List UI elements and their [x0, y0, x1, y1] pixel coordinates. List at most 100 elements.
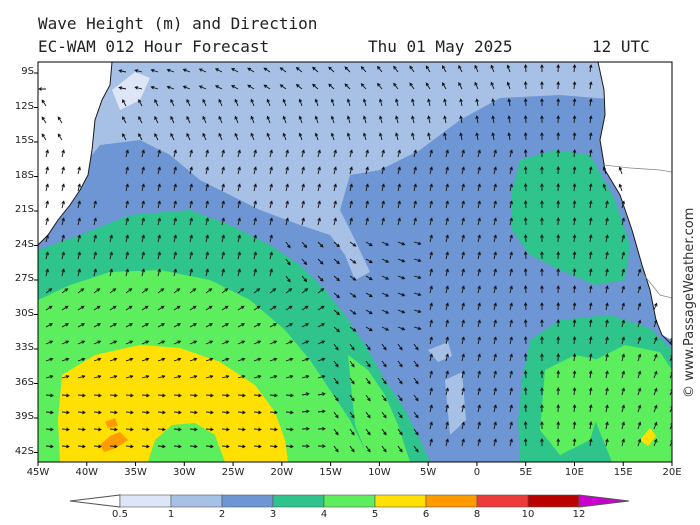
- wave-arrow: [621, 200, 625, 209]
- wave-arrow: [556, 234, 561, 243]
- wave-arrow: [540, 200, 544, 209]
- wave-arrow: [285, 410, 294, 415]
- wave-arrow: [346, 98, 351, 107]
- wave-arrow: [285, 166, 289, 175]
- wave-arrow: [493, 404, 497, 413]
- wave-arrow: [445, 319, 449, 328]
- legend-label: 4: [320, 509, 328, 520]
- wave-arrow: [378, 98, 383, 107]
- wave-arrow: [189, 268, 193, 277]
- wave-arrow: [330, 132, 335, 141]
- wave-arrow: [365, 258, 373, 264]
- wave-arrow: [269, 444, 278, 449]
- wave-arrow: [509, 370, 513, 379]
- wave-arrow: [605, 302, 609, 311]
- wave-arrow: [572, 149, 577, 158]
- wave-arrow: [141, 217, 145, 226]
- wave-arrow: [333, 394, 339, 402]
- wave-arrow: [189, 183, 193, 192]
- wave-arrow: [237, 427, 246, 432]
- wave-arrow: [301, 288, 309, 294]
- wave-arrow: [381, 411, 387, 419]
- wave-arrow: [413, 360, 419, 368]
- wave-arrow: [602, 183, 607, 192]
- wave-arrow: [475, 98, 479, 107]
- wave-arrow: [221, 357, 230, 362]
- wave-arrow: [45, 374, 54, 379]
- forecast-time: 12 UTC: [592, 37, 650, 56]
- wave-arrow: [182, 68, 191, 73]
- wave-arrow: [540, 64, 544, 73]
- wave-arrow: [493, 251, 497, 260]
- legend-swatch: [374, 494, 427, 508]
- wave-arrow: [445, 387, 449, 396]
- wave-arrow: [653, 336, 658, 345]
- wave-arrow: [218, 115, 223, 124]
- wave-direction-arrows: [38, 64, 672, 453]
- wave-arrow: [38, 87, 46, 91]
- wave-arrow: [125, 357, 134, 362]
- wave-arrow: [572, 387, 577, 396]
- wave-arrow: [509, 149, 513, 158]
- lat-label: 9S: [21, 66, 34, 77]
- wave-arrow: [461, 302, 465, 311]
- lon-label: 20W: [270, 467, 294, 478]
- wave-arrow: [443, 98, 447, 107]
- lon-label: 40W: [75, 467, 99, 478]
- wave-arrow: [157, 444, 166, 449]
- wave-arrow: [61, 251, 65, 260]
- wave-arrow: [253, 305, 261, 311]
- wave-arrow: [141, 288, 149, 294]
- wave-arrow: [349, 200, 353, 209]
- wave-arrow: [333, 445, 339, 453]
- wave-arrow: [205, 183, 209, 192]
- wave-arrow: [413, 292, 422, 297]
- lon-label: 30W: [172, 467, 196, 478]
- wave-arrow: [605, 387, 609, 396]
- wave-arrow: [493, 438, 497, 447]
- wave-arrow: [572, 302, 577, 311]
- wave-arrow: [365, 292, 373, 298]
- wave-arrow: [173, 410, 182, 415]
- wave-arrow: [269, 217, 273, 226]
- wave-arrow: [205, 268, 209, 277]
- wave-arrow: [621, 370, 625, 379]
- wave-arrow: [637, 336, 642, 345]
- wave-arrow: [461, 404, 465, 413]
- legend-arrow-low: [69, 494, 121, 508]
- wave-arrow: [205, 410, 214, 415]
- wave-arrow: [173, 323, 182, 328]
- wave-arrow: [141, 323, 150, 328]
- wave-arrow: [572, 285, 577, 294]
- wave-arrow: [621, 336, 625, 345]
- wave-arrow: [427, 98, 431, 107]
- wave-arrow: [378, 115, 383, 124]
- wave-arrow: [556, 183, 561, 192]
- wave-arrow: [540, 302, 544, 311]
- wave-arrow: [360, 83, 367, 90]
- wave-arrow: [556, 166, 561, 175]
- wave-arrow: [253, 217, 257, 226]
- wave-arrow: [461, 285, 465, 294]
- wave-arrow: [429, 404, 433, 413]
- wave-arrow: [429, 353, 433, 362]
- wave-arrow: [301, 149, 305, 158]
- wave-arrow: [397, 217, 401, 226]
- wave-arrow: [301, 275, 308, 283]
- wave-arrow: [395, 98, 399, 107]
- wave-arrow: [141, 166, 145, 175]
- wave-arrow: [45, 393, 54, 398]
- wave-arrow: [493, 200, 497, 209]
- wave-arrow: [365, 360, 371, 368]
- wave-arrow: [429, 234, 433, 243]
- wave-arrow: [349, 309, 357, 315]
- wave-arrow: [330, 98, 335, 107]
- wave-arrow: [346, 132, 351, 141]
- wave-field-1-2m-patch: [428, 342, 452, 362]
- wave-arrow: [141, 305, 149, 311]
- wave-arrow: [477, 370, 481, 379]
- wave-arrow: [125, 217, 129, 226]
- wave-arrow: [572, 200, 577, 209]
- wave-arrow: [523, 64, 528, 73]
- wave-arrow: [637, 421, 642, 430]
